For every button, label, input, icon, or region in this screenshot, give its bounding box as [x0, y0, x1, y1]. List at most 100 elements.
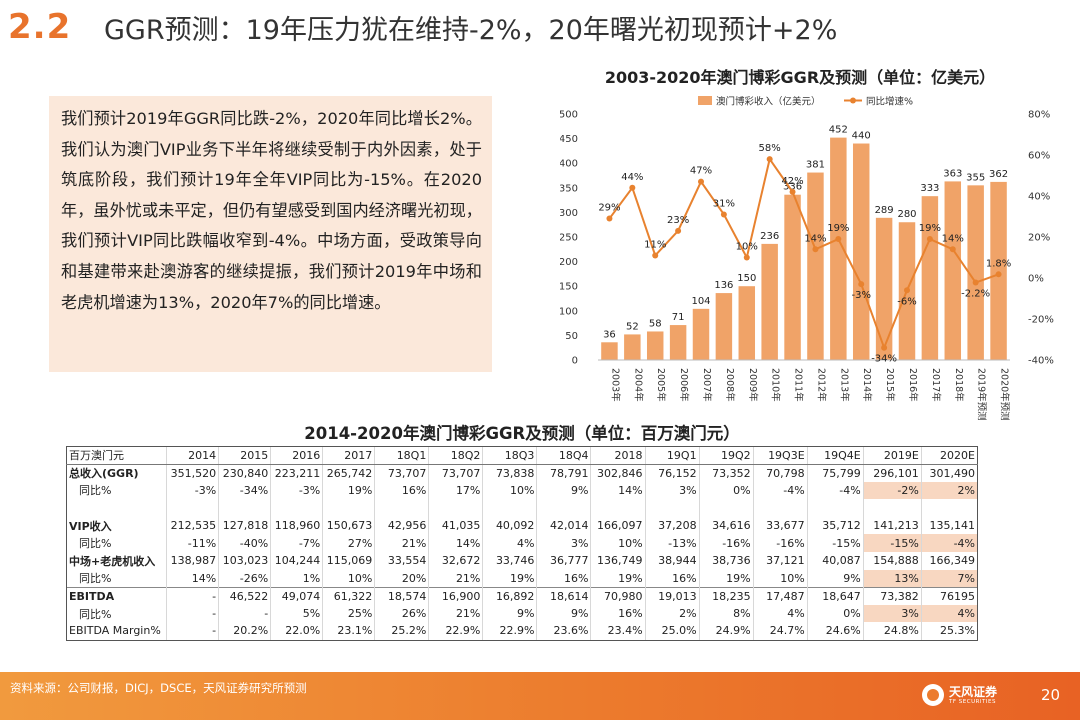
table-cell: EBITDA Margin% — [65, 622, 167, 641]
growth-point — [629, 184, 636, 191]
table-cell: 同比% — [65, 569, 167, 588]
table-cell: 103,023 — [218, 552, 271, 570]
table-cell: 20% — [374, 569, 429, 588]
table-cell: 25.0% — [644, 622, 700, 641]
bar — [784, 194, 801, 360]
table-cell: 16,892 — [482, 586, 537, 605]
table-cell — [862, 499, 922, 517]
ggr-forecast-table: 百万澳门元 2014 2015 2016 2017 18Q1 18Q2 18Q3 18Q4 201… — [65, 446, 979, 641]
table-cell: 7% — [920, 569, 979, 588]
table-cell: 42,014 — [536, 516, 591, 535]
table-cell: 73,382 — [862, 586, 922, 605]
bar — [692, 308, 710, 360]
table-cell: 同比% — [65, 534, 167, 553]
table-cell: 154,888 — [862, 552, 922, 570]
x-tick-label: 2012年 — [815, 368, 827, 402]
table-header-cell: 2020E — [920, 446, 979, 465]
summary-box: 我们预计2019年GGR同比跌-2%，2020年同比增长2%。我们认为澳门VIP… — [49, 96, 492, 372]
table-cell: 16,900 — [428, 586, 483, 605]
table-cell: -2% — [862, 481, 922, 500]
table-cell: 135,141 — [920, 516, 979, 535]
table-row: EBITDA -46,522 49,074 61,322 18,574 16,900 16,… — [65, 586, 979, 605]
table-cell — [806, 499, 864, 517]
bar — [944, 181, 962, 360]
table-body: 总收入(GGR) 351,520 230,840 223,211 265,742 73,7… — [65, 464, 979, 641]
y-right-tick-label: 40% — [1028, 192, 1050, 203]
table-cell: 36,777 — [536, 552, 591, 570]
table-cell: 73,707 — [428, 464, 483, 482]
table-header-cell: 19Q2 — [698, 446, 754, 465]
x-tick-label: 2006年 — [678, 368, 690, 402]
table-cell: 34,616 — [698, 516, 754, 535]
table-header-cell: 2016 — [270, 446, 323, 465]
table-row: VIP收入 212,535 127,818 118,960 150,673 42,956 4… — [65, 516, 979, 535]
table-header-cell: 2019E — [862, 446, 922, 465]
table-cell: 16% — [644, 569, 700, 588]
table-cell: 9% — [536, 481, 591, 500]
table-cell: VIP收入 — [65, 516, 167, 535]
table-cell: 46,522 — [218, 586, 271, 605]
table-row: 中场+老虎机收入 138,987 103,023 104,244 115,069 33,5… — [65, 552, 979, 570]
y-right-tick-label: 0% — [1028, 274, 1044, 285]
x-tick-label: 2015年 — [884, 368, 896, 402]
table-cell — [270, 499, 323, 517]
growth-point — [858, 281, 865, 288]
table-cell: 同比% — [65, 604, 167, 623]
y-right-tick-label: -40% — [1028, 356, 1054, 367]
footer-bar — [0, 672, 1080, 720]
bar — [807, 172, 824, 360]
growth-value-label: 47% — [690, 166, 712, 177]
table-cell: 16% — [536, 569, 591, 588]
table-cell: 25.2% — [374, 622, 429, 641]
bar-value-label: 136 — [714, 280, 733, 291]
bar-value-label: 333 — [920, 183, 939, 194]
y-left-tick-label: 500 — [560, 110, 578, 121]
table-cell: 25.3% — [920, 622, 979, 641]
table-cell: -15% — [806, 534, 864, 553]
bar-value-label: 71 — [672, 312, 685, 323]
growth-line — [608, 156, 999, 351]
table-header-cell: 18Q4 — [536, 446, 591, 465]
table-cell: 22.0% — [270, 622, 323, 641]
x-tick-label: 2004年 — [632, 368, 644, 402]
growth-value-label: 14% — [942, 233, 964, 244]
bar-value-label: 58 — [649, 318, 662, 329]
bar-value-label: 289 — [875, 205, 894, 216]
table-cell: 同比% — [65, 481, 167, 500]
table-cell: 2% — [644, 604, 700, 623]
y-left-tick-label: 150 — [560, 282, 578, 293]
x-tick-label: 2020年预测 — [999, 368, 1011, 421]
table-cell: 16% — [374, 481, 429, 500]
table-cell: 26% — [374, 604, 429, 623]
table-cell: 301,490 — [920, 464, 979, 482]
y-left-tick-label: 50 — [565, 331, 578, 342]
table-header-cell: 2014 — [166, 446, 219, 465]
table-cell: 136,749 — [590, 552, 646, 570]
table-cell: 4% — [482, 534, 537, 553]
table-cell: 33,746 — [482, 552, 537, 570]
table-cell: -3% — [270, 481, 323, 500]
table-cell: 18,647 — [806, 586, 864, 605]
table-cell: 32,672 — [428, 552, 483, 570]
bar-value-label: 363 — [943, 168, 962, 179]
table-cell: 61,322 — [322, 586, 375, 605]
table-cell: 19% — [322, 481, 375, 500]
table-cell: 5% — [270, 604, 323, 623]
table-cell — [428, 499, 483, 517]
footer-source: 资料来源：公司财报，DICJ，DSCE，天风证券研究所预测 — [10, 681, 307, 695]
table-cell: 19% — [590, 569, 646, 588]
table-cell: -7% — [270, 534, 323, 553]
growth-value-label: 23% — [667, 215, 689, 226]
bar — [669, 325, 687, 360]
table-cell: 2% — [920, 481, 979, 500]
growth-point — [949, 246, 956, 253]
table-cell: 14% — [428, 534, 483, 553]
table-cell: 8% — [698, 604, 754, 623]
table-cell: 150,673 — [322, 516, 375, 535]
table-cell: -40% — [218, 534, 271, 553]
table-cell — [752, 499, 808, 517]
table-cell: 10% — [590, 534, 646, 553]
table-cell: - — [166, 604, 219, 623]
x-tick-label: 2014年 — [861, 368, 873, 402]
table-cell: 23.6% — [536, 622, 591, 641]
